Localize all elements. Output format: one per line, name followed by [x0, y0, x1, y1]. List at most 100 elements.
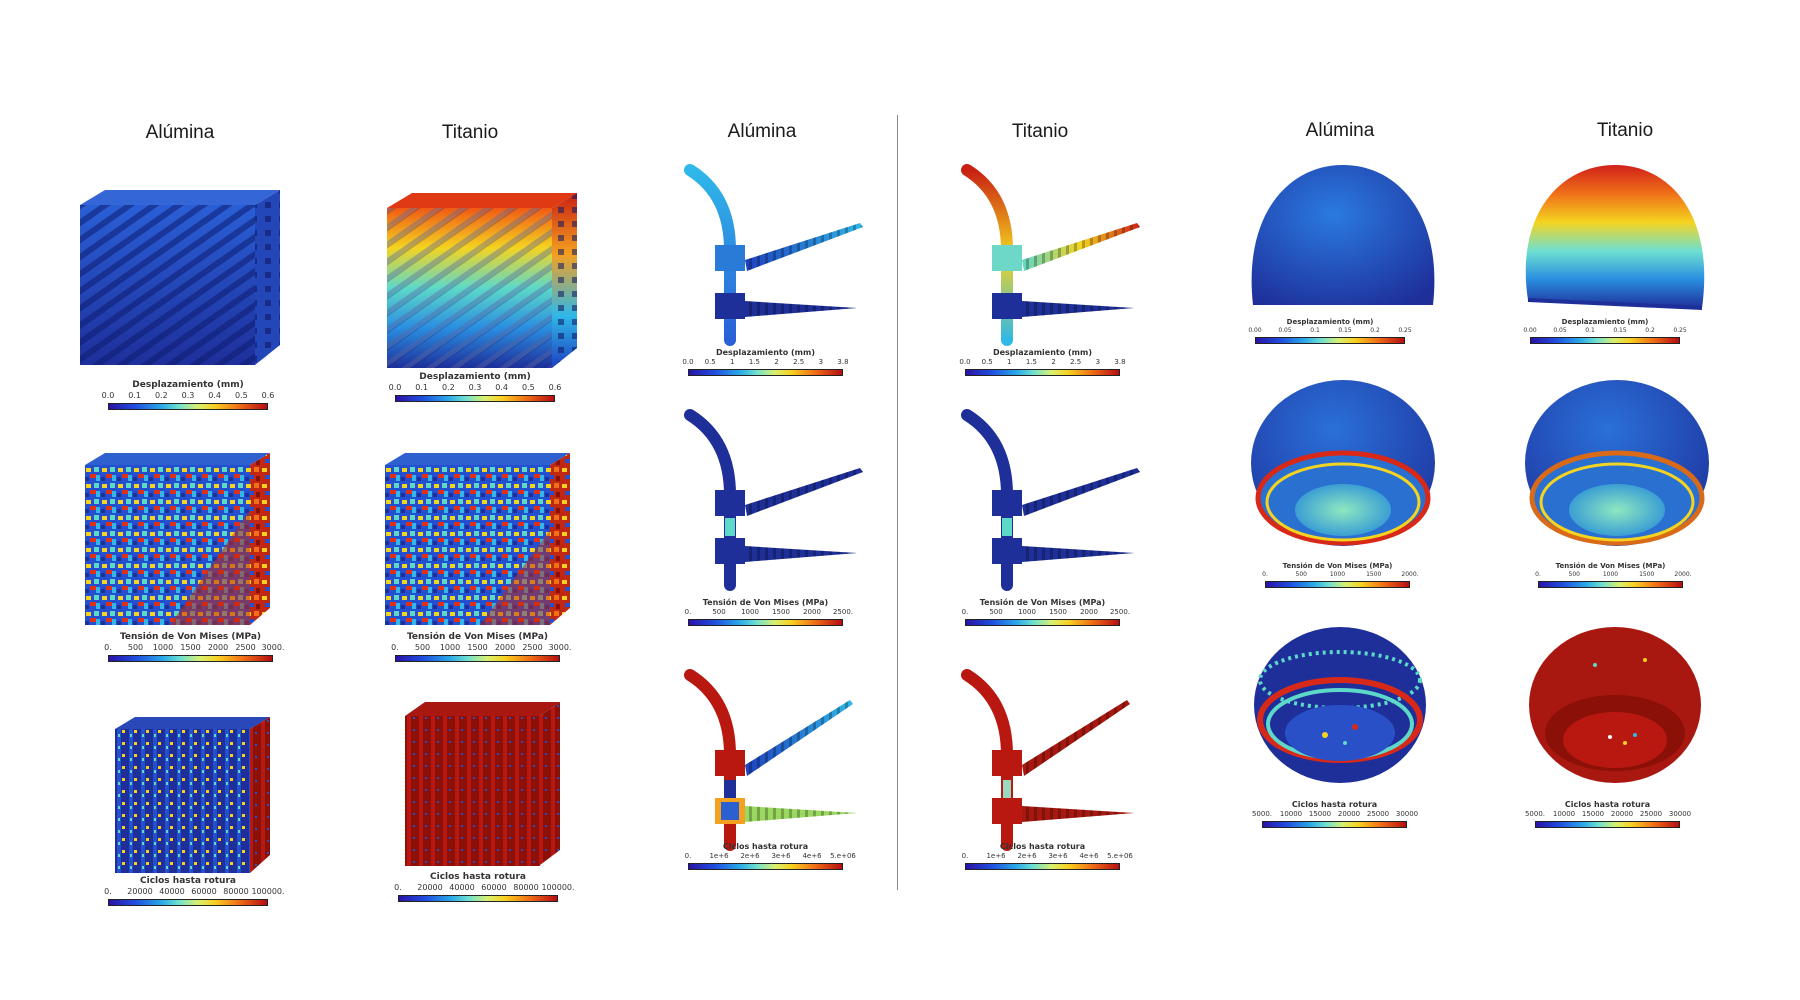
colorbar-tick-label: 0.2: [1645, 327, 1655, 334]
plate-alumina-vonmises: [684, 409, 865, 591]
colorbar-tick-label: 500: [1568, 571, 1580, 578]
colorbar-tick-label: 0.2: [1370, 327, 1380, 334]
colorbar-tick-label: 1500: [467, 643, 488, 652]
colorbar-tick-label: 2000: [803, 608, 821, 616]
colorbar-title: Desplazamiento (mm): [132, 380, 244, 390]
colorbar-tick-label: 20000: [127, 887, 153, 896]
colorbar-gradient: [688, 619, 843, 626]
colorbar-tick-label: 25000: [1366, 810, 1390, 818]
colorbar-tick-label: 0.: [104, 643, 112, 652]
colorbar-gradient: [688, 369, 843, 376]
lattice-alumina-vm-legend: Tensión de Von Mises (MPa) 0. 500 1000 1500 2…: [104, 632, 284, 662]
colorbar-tick-label: 0.00: [1523, 327, 1537, 334]
colorbar-gradient: [398, 895, 558, 902]
colorbar-title: Desplazamiento (mm): [992, 348, 1093, 357]
colorbar-tick-label: 1.5: [748, 358, 760, 366]
colorbar-tick-label: 0.05: [1278, 327, 1292, 334]
plate-titanio-cycles-legend: Ciclos hasta rotura 0. 1e+6 2e+6 3e+6 4e+6 5.e…: [961, 842, 1133, 870]
colorbar-tick-label: 20000: [417, 883, 443, 892]
colorbar-tick-label: 1e+6: [986, 852, 1006, 860]
plate-titanio-displacement: [961, 164, 1142, 346]
cup-alumina-vm-legend: Tensión de Von Mises (MPa) 0. 500 1000 1500 2…: [1262, 562, 1419, 588]
colorbar-tick-label: 15000: [1581, 810, 1605, 818]
colorbar-tick-label: 0.0: [682, 358, 694, 366]
colorbar-tick-label: 60000: [191, 887, 217, 896]
colorbar-tick-label: 80000: [513, 883, 539, 892]
cup-titanio-vm-legend: Tensión de Von Mises (MPa) 0. 500 1000 1500 2…: [1535, 562, 1692, 588]
cup-titanio-cycles: [1525, 625, 1705, 785]
colorbar-tick-label: 2000: [1080, 608, 1098, 616]
colorbar-tick-label: 1500: [1639, 571, 1655, 578]
colorbar-tick-label: 0.: [961, 852, 969, 860]
colorbar-tick-label: 0.25: [1398, 327, 1412, 334]
colorbar-tick-label: 1500: [1366, 571, 1382, 578]
colorbar-tick-label: 0.: [684, 852, 692, 860]
lattice-titanio-disp-legend: Desplazamiento (mm) 0.0 0.1 0.2 0.3 0.4 0.5 0.6: [389, 372, 561, 402]
colorbar-gradient: [688, 863, 843, 870]
colorbar-gradient: [108, 403, 268, 410]
colorbar-tick-label: 3: [818, 358, 824, 366]
colorbar-tick-label: 0.4: [495, 383, 509, 392]
colorbar-title: Ciclos hasta rotura: [999, 842, 1086, 851]
cup-titanio-displacement: [1520, 160, 1710, 310]
lattice-alumina-vonmises: [85, 450, 275, 630]
lattice-titanio-vonmises: [385, 450, 575, 630]
colorbar-tick-label: 2500: [522, 643, 543, 652]
colorbar-tick-label: 0.15: [1613, 327, 1627, 334]
colorbar-tick-label: 1: [730, 358, 735, 366]
plate-titanio-vonmises: [961, 409, 1142, 591]
colorbar-tick-label: 30000: [1668, 810, 1692, 818]
colorbar-title: Tensión de Von Mises (MPa): [1555, 562, 1666, 570]
cup-titanio-disp-legend: Desplazamiento (mm) 0.00 0.05 0.1 0.15 0.2 0.2…: [1523, 318, 1687, 344]
colorbar-gradient: [108, 655, 273, 662]
colorbar-tick-label: 3e+6: [1048, 852, 1068, 860]
colorbar-tick-label: 100000.: [251, 887, 285, 896]
colorbar-tick-label: 0.: [1535, 571, 1541, 578]
colorbar-tick-label: 0.: [104, 887, 112, 896]
colorbar-tick-label: 0.5: [521, 383, 535, 392]
lattice-alumina-cycles-legend: Ciclos hasta rotura 0. 20000 40000 60000 8000…: [104, 876, 285, 906]
lattice-alumina-disp-legend: Desplazamiento (mm) 0.0 0.1 0.2 0.3 0.4 0.5 0.6: [102, 380, 274, 410]
colorbar-tick-label: 0.: [961, 608, 969, 616]
colorbar-tick-label: 10000: [1279, 810, 1303, 818]
colorbar-tick-label: 0.: [684, 608, 692, 616]
plate-titanio-cycles: [961, 669, 1142, 851]
lattice-alumina-cycles: [115, 715, 275, 875]
colorbar-tick-label: 4e+6: [802, 852, 822, 860]
colorbar-gradient: [395, 395, 555, 402]
colorbar-tick-label: 0.1: [1585, 327, 1595, 334]
colorbar-gradient: [1265, 581, 1410, 588]
colorbar-tick-label: 3000.: [548, 643, 572, 652]
colorbar-tick-label: 500: [127, 643, 144, 652]
cup-alumina-disp-legend: Desplazamiento (mm) 0.00 0.05 0.1 0.15 0.2 0.2…: [1248, 318, 1412, 344]
plate-titanio-disp-legend: Desplazamiento (mm) 0.0 0.5 1 1.5 2 2.5 3 3.8: [959, 348, 1126, 376]
colorbar-tick-label: 1000: [1018, 608, 1036, 616]
cup-titanio-vonmises: [1522, 378, 1712, 548]
colorbar-tick-label: 0.5: [981, 358, 993, 366]
colorbar-gradient: [965, 863, 1120, 870]
colorbar-title: Ciclos hasta rotura: [1291, 800, 1378, 809]
colorbar-tick-label: 0.0: [959, 358, 971, 366]
colorbar-tick-label: 0.5: [704, 358, 716, 366]
colorbar-tick-label: 500: [1295, 571, 1307, 578]
colorbar-tick-label: 1500: [772, 608, 790, 616]
cup-alumina-cycles: [1250, 625, 1430, 785]
colorbar-title: Ciclos hasta rotura: [140, 876, 236, 886]
colorbar-tick-label: 0.05: [1553, 327, 1567, 334]
cup-alumina-vonmises: [1248, 378, 1438, 548]
colorbar-tick-label: 0.6: [261, 391, 275, 400]
plate-alumina-cycles-legend: Ciclos hasta rotura 0. 1e+6 2e+6 3e+6 4e+6 5.e…: [684, 842, 856, 870]
colorbar-tick-label: 30000: [1395, 810, 1419, 818]
colorbar-tick-label: 3.8: [1114, 358, 1126, 366]
colorbar-tick-label: 3e+6: [771, 852, 791, 860]
header-cup-titanio: Titanio: [1596, 120, 1654, 141]
colorbar-tick-label: 100000.: [541, 883, 575, 892]
colorbar-tick-label: 2000.: [1401, 571, 1419, 578]
colorbar-tick-label: 1: [1007, 358, 1012, 366]
colorbar-tick-label: 1500: [180, 643, 201, 652]
colorbar-gradient: [1530, 337, 1680, 344]
colorbar-tick-label: 500: [712, 608, 726, 616]
colorbar-tick-label: 1000: [741, 608, 759, 616]
colorbar-gradient: [965, 619, 1120, 626]
colorbar-tick-label: 2e+6: [740, 852, 760, 860]
